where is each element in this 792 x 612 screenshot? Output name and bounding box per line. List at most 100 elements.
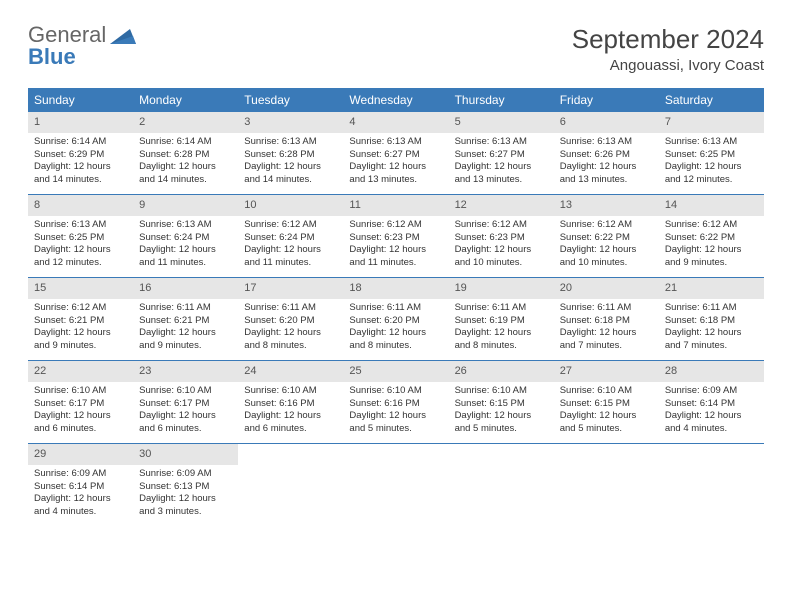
calendar-cell: 12Sunrise: 6:12 AMSunset: 6:23 PMDayligh… [449, 195, 554, 277]
sunrise-line: Sunrise: 6:13 AM [455, 136, 548, 149]
day-number: 7 [659, 112, 764, 133]
day-body: Sunrise: 6:10 AMSunset: 6:16 PMDaylight:… [343, 382, 448, 442]
daylight-line: Daylight: 12 hours and 13 minutes. [455, 161, 548, 187]
calendar-cell: 15Sunrise: 6:12 AMSunset: 6:21 PMDayligh… [28, 278, 133, 360]
sunset-line: Sunset: 6:24 PM [139, 232, 232, 245]
daylight-line: Daylight: 12 hours and 11 minutes. [349, 244, 442, 270]
calendar-week: 8 Sunrise: 6:13 AM Sunset: 6:25 PM Daylight… [28, 194, 764, 277]
day-body: Sunrise: 6:12 AMSunset: 6:23 PMDaylight:… [449, 216, 554, 276]
logo-word-blue: Blue [28, 44, 76, 69]
day-body: Sunrise: 6:12 AMSunset: 6:23 PMDaylight:… [343, 216, 448, 276]
day-number: 16 [133, 278, 238, 299]
day-number: 18 [343, 278, 448, 299]
sunrise-line: Sunrise: 6:11 AM [665, 302, 758, 315]
day-number: 1 [28, 112, 133, 133]
logo-text: General Blue [28, 24, 106, 68]
calendar-cell [554, 444, 659, 526]
calendar-cell: 1Sunrise: 6:14 AMSunset: 6:29 PMDaylight… [28, 112, 133, 194]
daylight-line: Daylight: 12 hours and 9 minutes. [665, 244, 758, 270]
day-number: 24 [238, 361, 343, 382]
day-body: Sunrise: 6:10 AMSunset: 6:15 PMDaylight:… [554, 382, 659, 442]
daylight-line: Daylight: 12 hours and 11 minutes. [244, 244, 337, 270]
dayname-fri: Friday [554, 88, 659, 112]
dayname-thu: Thursday [449, 88, 554, 112]
day-body: Sunrise: 6:11 AMSunset: 6:20 PMDaylight:… [343, 299, 448, 359]
day-body: Sunrise: 6:09 AMSunset: 6:14 PMDaylight:… [659, 382, 764, 442]
sunset-line: Sunset: 6:23 PM [349, 232, 442, 245]
sunrise-line: Sunrise: 6:11 AM [560, 302, 653, 315]
daylight-line: Daylight: 12 hours and 5 minutes. [349, 410, 442, 436]
day-number: 9 [133, 195, 238, 216]
sunrise-line: Sunrise: 6:10 AM [349, 385, 442, 398]
day-body: Sunrise: 6:14 AMSunset: 6:28 PMDaylight:… [133, 133, 238, 193]
sunrise-line: Sunrise: 6:13 AM [349, 136, 442, 149]
daylight-line: Daylight: 12 hours and 9 minutes. [34, 327, 127, 353]
daylight-line: Daylight: 12 hours and 13 minutes. [560, 161, 653, 187]
daylight-line: Daylight: 12 hours and 8 minutes. [244, 327, 337, 353]
day-body: Sunrise: 6:13 AMSunset: 6:26 PMDaylight:… [554, 133, 659, 193]
sunset-line: Sunset: 6:13 PM [139, 481, 232, 494]
dayname-row: Sunday Monday Tuesday Wednesday Thursday… [28, 88, 764, 112]
day-body: Sunrise: 6:10 AMSunset: 6:17 PMDaylight:… [28, 382, 133, 442]
daylight-line: Daylight: 12 hours and 8 minutes. [455, 327, 548, 353]
day-body: Sunrise: 6:11 AMSunset: 6:19 PMDaylight:… [449, 299, 554, 359]
sunset-line: Sunset: 6:26 PM [560, 149, 653, 162]
day-body: Sunrise: 6:12 AMSunset: 6:22 PMDaylight:… [659, 216, 764, 276]
day-number: 19 [449, 278, 554, 299]
day-number: 15 [28, 278, 133, 299]
day-number: 11 [343, 195, 448, 216]
day-body: Sunrise: 6:13 AMSunset: 6:27 PMDaylight:… [449, 133, 554, 193]
daylight-line: Daylight: 12 hours and 8 minutes. [349, 327, 442, 353]
day-body: Sunrise: 6:12 AMSunset: 6:21 PMDaylight:… [28, 299, 133, 359]
calendar-cell: 3Sunrise: 6:13 AMSunset: 6:28 PMDaylight… [238, 112, 343, 194]
sunset-line: Sunset: 6:18 PM [665, 315, 758, 328]
daylight-line: Daylight: 12 hours and 5 minutes. [455, 410, 548, 436]
calendar-cell: 30Sunrise: 6:09 AMSunset: 6:13 PMDayligh… [133, 444, 238, 526]
sunrise-line: Sunrise: 6:12 AM [244, 219, 337, 232]
calendar-cell: 21Sunrise: 6:11 AMSunset: 6:18 PMDayligh… [659, 278, 764, 360]
day-number: 4 [343, 112, 448, 133]
sunset-line: Sunset: 6:24 PM [244, 232, 337, 245]
day-number: 25 [343, 361, 448, 382]
calendar-cell [449, 444, 554, 526]
sunset-line: Sunset: 6:15 PM [455, 398, 548, 411]
calendar-cell: 10Sunrise: 6:12 AMSunset: 6:24 PMDayligh… [238, 195, 343, 277]
sunset-line: Sunset: 6:25 PM [34, 232, 127, 245]
day-body: Sunrise: 6:11 AMSunset: 6:18 PMDaylight:… [659, 299, 764, 359]
calendar-week: 22Sunrise: 6:10 AMSunset: 6:17 PMDayligh… [28, 360, 764, 443]
logo-triangle-icon [110, 26, 136, 46]
dayname-sat: Saturday [659, 88, 764, 112]
day-body: Sunrise: 6:13 AMSunset: 6:28 PMDaylight:… [238, 133, 343, 193]
calendar-cell: 22Sunrise: 6:10 AMSunset: 6:17 PMDayligh… [28, 361, 133, 443]
sunset-line: Sunset: 6:17 PM [34, 398, 127, 411]
sunrise-line: Sunrise: 6:13 AM [560, 136, 653, 149]
day-number: 3 [238, 112, 343, 133]
calendar-cell: 27Sunrise: 6:10 AMSunset: 6:15 PMDayligh… [554, 361, 659, 443]
calendar-cell: 16Sunrise: 6:11 AMSunset: 6:21 PMDayligh… [133, 278, 238, 360]
sunrise-line: Sunrise: 6:12 AM [560, 219, 653, 232]
calendar-cell [238, 444, 343, 526]
sunset-line: Sunset: 6:23 PM [455, 232, 548, 245]
calendar-cell: 8Sunrise: 6:13 AMSunset: 6:25 PMDaylight… [28, 195, 133, 277]
sunset-line: Sunset: 6:20 PM [244, 315, 337, 328]
sunrise-line: Sunrise: 6:13 AM [139, 219, 232, 232]
sunrise-line: Sunrise: 6:11 AM [455, 302, 548, 315]
day-body: Sunrise: 6:09 AMSunset: 6:13 PMDaylight:… [133, 465, 238, 525]
calendar-cell: 14Sunrise: 6:12 AMSunset: 6:22 PMDayligh… [659, 195, 764, 277]
day-number: 6 [554, 112, 659, 133]
sunset-line: Sunset: 6:19 PM [455, 315, 548, 328]
calendar-week: 1Sunrise: 6:14 AMSunset: 6:29 PMDaylight… [28, 112, 764, 194]
sunrise-line: Sunrise: 6:13 AM [665, 136, 758, 149]
sunset-line: Sunset: 6:25 PM [665, 149, 758, 162]
calendar-cell: 26 Sunrise: 6:10 AMSunset: 6:15 PMDayligh… [449, 361, 554, 443]
location: Angouassi, Ivory Coast [572, 57, 764, 74]
sunset-line: Sunset: 6:18 PM [560, 315, 653, 328]
sunrise-line: Sunrise: 6:10 AM [455, 385, 548, 398]
daylight-line: Daylight: 12 hours and 10 minutes. [455, 244, 548, 270]
day-number: 8 [28, 195, 133, 216]
sunset-line: Sunset: 6:14 PM [34, 481, 127, 494]
day-number: 26 [449, 361, 554, 382]
daylight-line: Daylight: 12 hours and 5 minutes. [560, 410, 653, 436]
sunset-line: Sunset: 6:20 PM [349, 315, 442, 328]
day-number: 20 [554, 278, 659, 299]
